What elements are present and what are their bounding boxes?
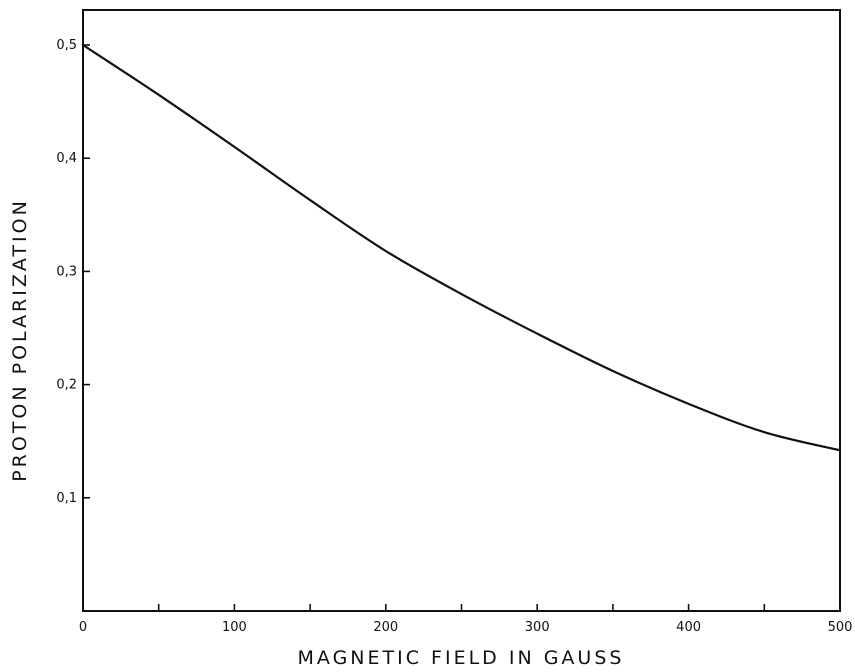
y-tick-label: 0,4 [56,151,77,166]
x-tick-label: 500 [828,620,853,635]
x-tick-label: 200 [373,620,398,635]
y-axis-label: PROTON POLARIZATION [9,198,31,482]
x-tick-label: 0 [79,620,87,635]
y-tick-label: 0,2 [56,378,77,393]
y-tick-label: 0,5 [56,38,77,53]
y-axis-ticks: 0,1 0,2 0,3 0,4 0,5 [56,38,90,506]
x-tick-label: 400 [676,620,701,635]
y-tick-label: 0,3 [56,264,77,279]
y-tick-label: 0,1 [56,491,77,506]
x-tick-label: 100 [222,620,247,635]
x-axis-ticks: 0 100 200 300 400 500 [79,604,853,635]
x-tick-label: 300 [525,620,550,635]
x-axis-label: MAGNETIC FIELD IN GAUSS [298,647,625,669]
plot-frame [82,9,841,612]
series-line [82,44,841,452]
